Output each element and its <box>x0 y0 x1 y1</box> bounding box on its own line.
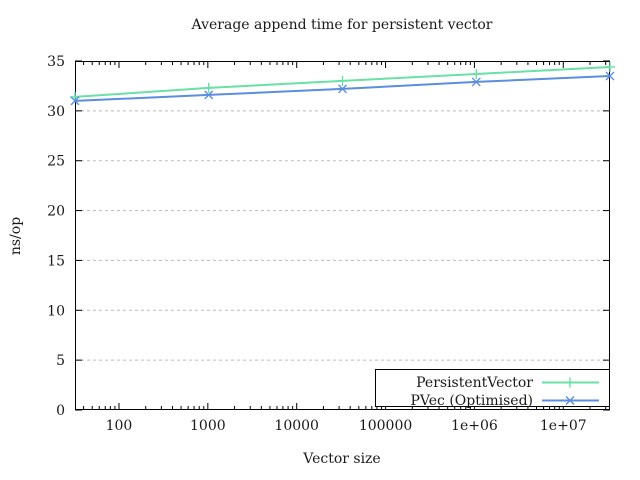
x-tick-label: 1e+06 <box>451 418 498 434</box>
chart-title: Average append time for persistent vecto… <box>191 17 493 33</box>
y-axis-label: ns/op <box>8 217 24 255</box>
y-axis-ticks: 0 5 10 15 20 25 30 35 <box>47 54 610 419</box>
legend-label-persistentvector: PersistentVector <box>416 375 533 391</box>
series-pvec-optimised-marker <box>70 96 80 106</box>
series-pvec-optimised-marker <box>338 84 347 94</box>
x-tick-label: 1000 <box>190 418 226 434</box>
series-pvec-optimised-marker <box>605 71 615 81</box>
series-persistentvector-marker <box>337 75 348 86</box>
x-axis-ticks: 100 1000 10000 100000 1e+06 1e+07 <box>83 61 607 434</box>
series-pvec-optimised-marker <box>204 90 214 100</box>
legend-marker-persistentvector <box>565 377 575 388</box>
series-persistentvector-marker <box>203 82 214 93</box>
x-axis-label: Vector size <box>302 451 380 467</box>
y-tick-label: 20 <box>47 204 65 220</box>
legend-marker-pvec-optimised <box>565 396 575 405</box>
series-pvec-optimised-marker <box>471 77 481 87</box>
plot-border <box>75 61 610 410</box>
y-tick-label: 10 <box>47 303 65 319</box>
y-tick-label: 5 <box>56 353 65 369</box>
y-tick-label: 35 <box>47 54 65 70</box>
legend-label-pvec-optimised: PVec (Optimised) <box>411 393 533 409</box>
y-tick-label: 30 <box>47 104 65 120</box>
series-persistentvector-marker <box>605 61 615 72</box>
series-persistentvector-marker <box>471 68 482 79</box>
y-tick-label: 25 <box>47 154 65 170</box>
y-tick-label: 15 <box>47 253 65 269</box>
series-lines <box>70 61 615 106</box>
legend: PersistentVector PVec (Optimised) <box>375 369 610 409</box>
x-tick-label: 1e+07 <box>540 418 587 434</box>
x-tick-label: 100 <box>106 418 133 434</box>
y-tick-label: 0 <box>56 403 65 419</box>
gridlines <box>75 110 610 361</box>
x-tick-label: 100000 <box>359 418 412 434</box>
x-tick-label: 10000 <box>274 418 319 434</box>
